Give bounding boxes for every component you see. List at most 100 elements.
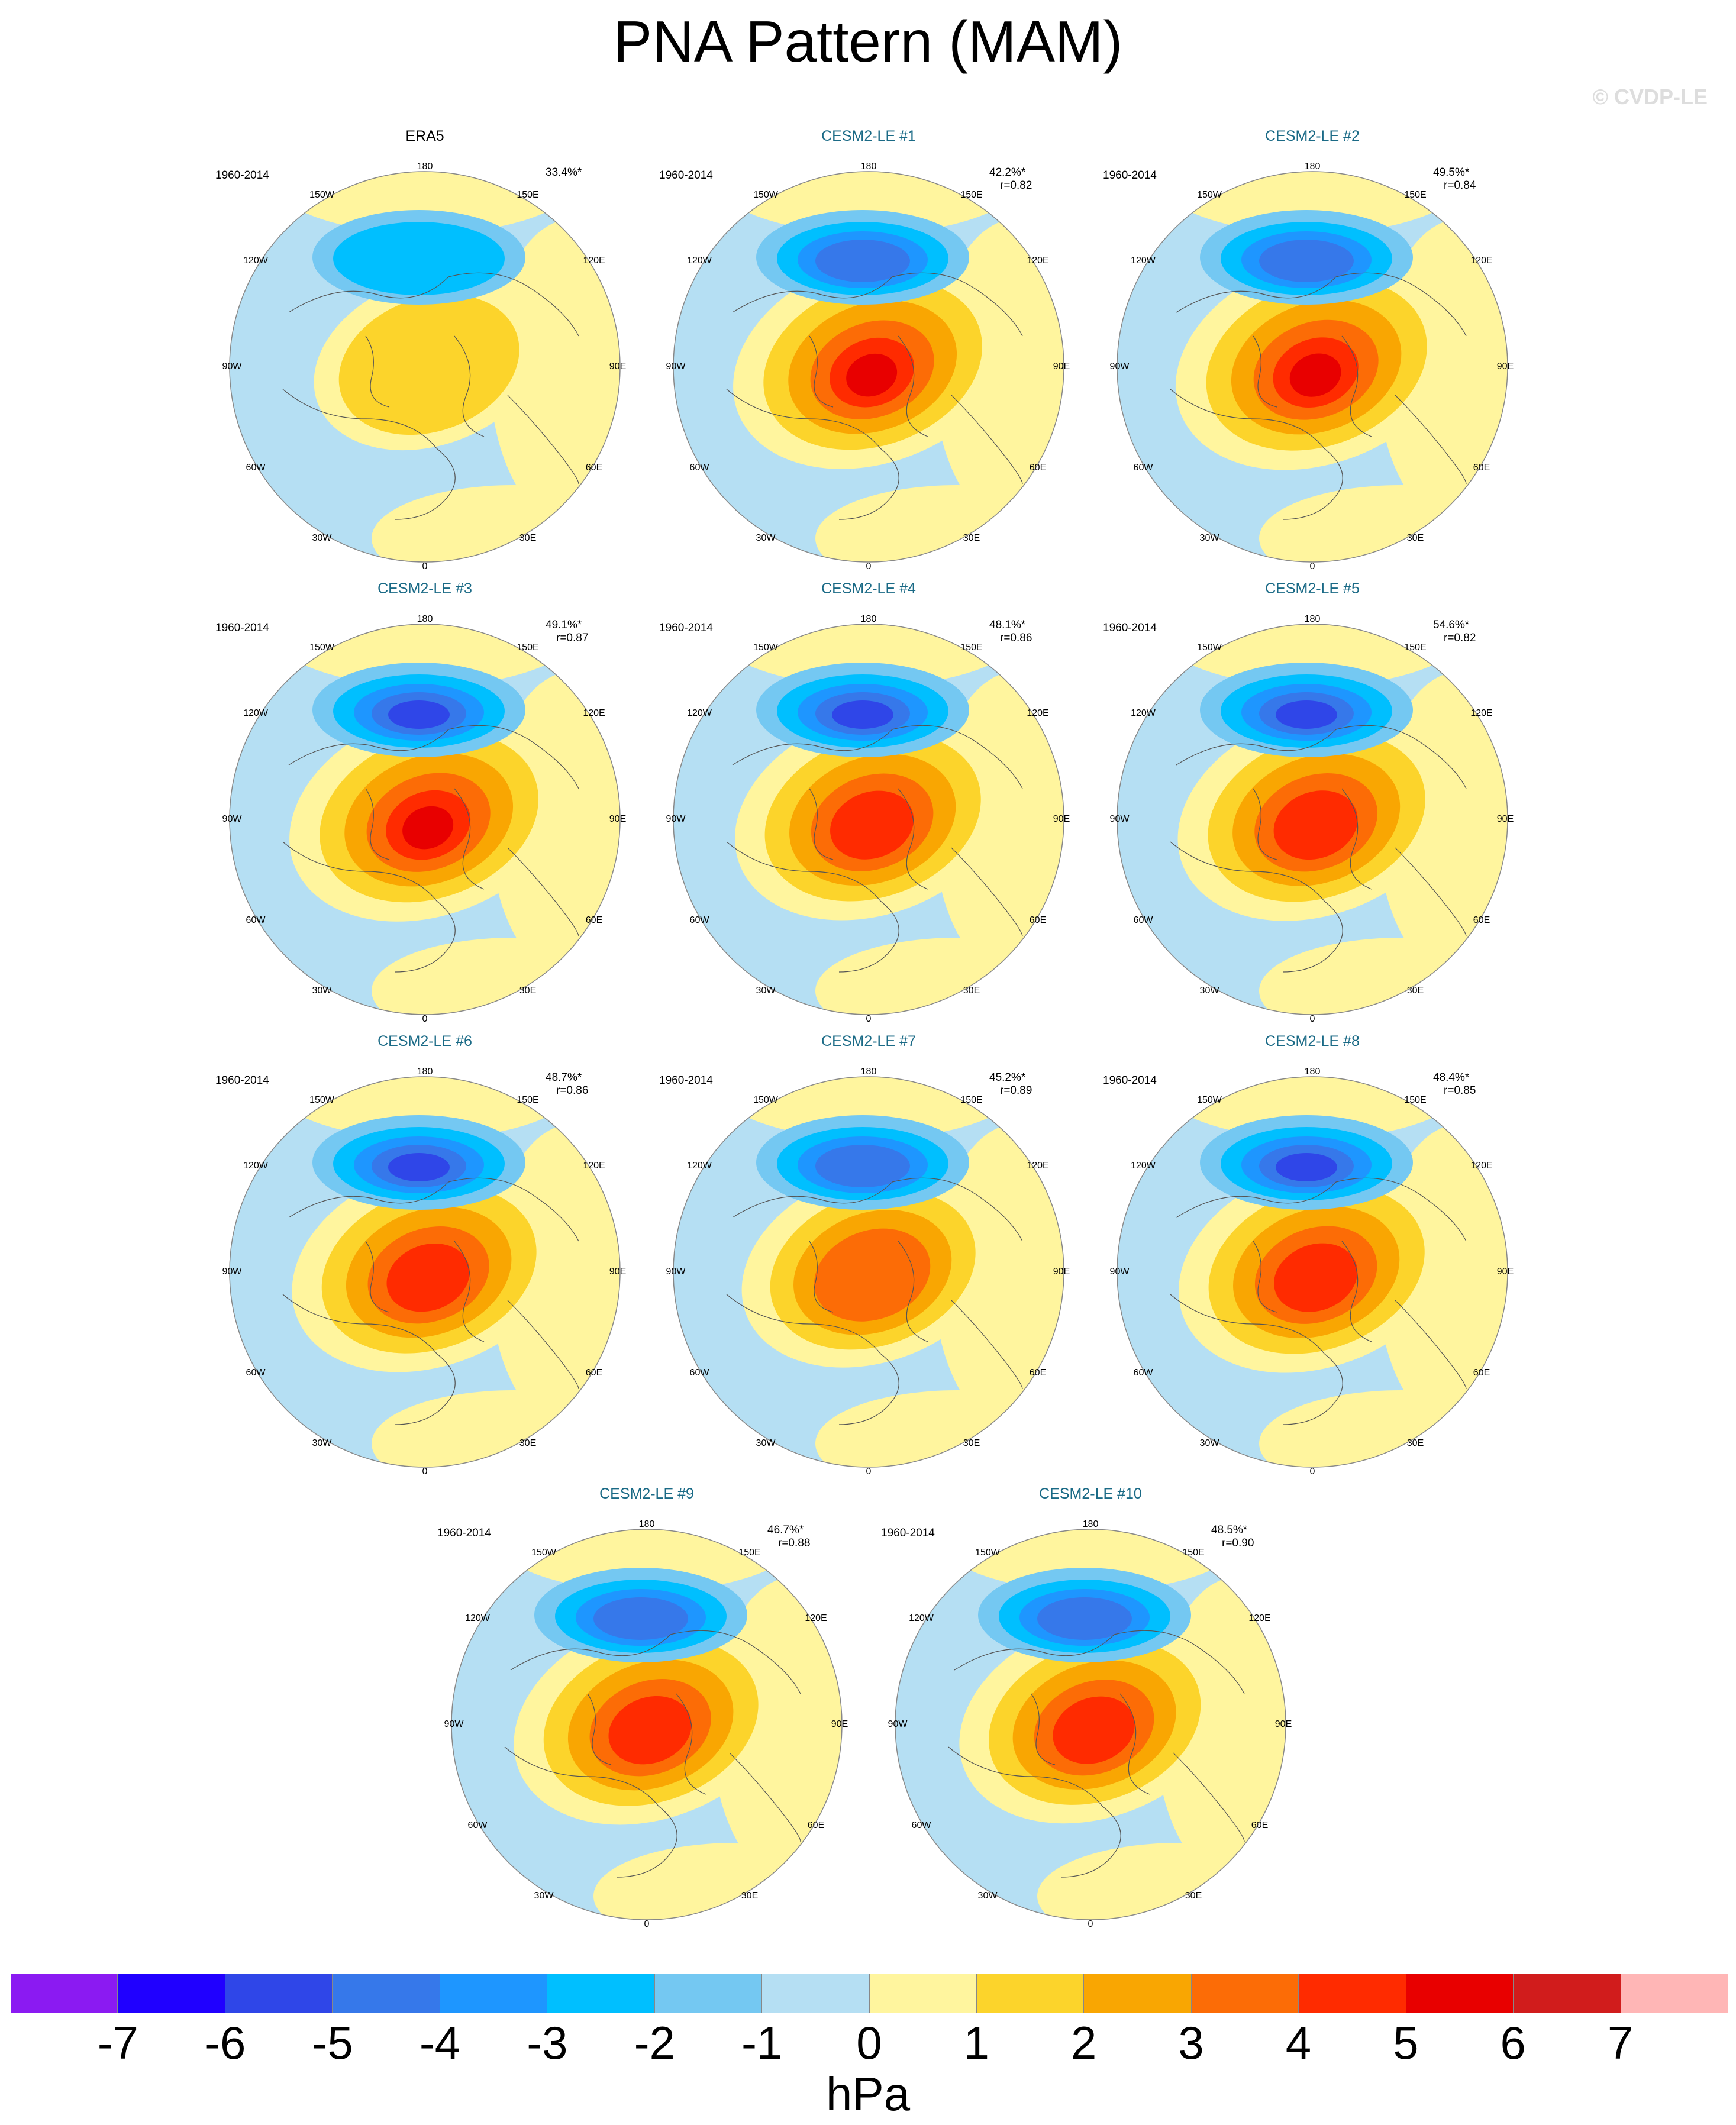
longitude-label: 60E <box>1251 1820 1269 1830</box>
pattern-correlation: r=0.85 <box>1444 1084 1476 1097</box>
contour-field <box>230 1077 620 1467</box>
longitude-label: 30W <box>312 986 332 996</box>
colorbar-tick-label: 6 <box>1500 2017 1526 2069</box>
longitude-label: 90E <box>1053 1267 1070 1277</box>
coastlines <box>282 1177 579 1425</box>
map-panel: CESM2-LE #7 1960-2014 45.2%* r=0.89 180 150W 1… <box>644 1033 1093 1496</box>
map-panel: CESM2-LE #8 1960-2014 48.4%* r=0.85 180 150W 1… <box>1088 1033 1537 1496</box>
longitude-label: 30W <box>756 986 776 996</box>
map-boundary <box>673 624 1064 1015</box>
map-panel: CESM2-LE #2 1960-2014 49.5%* r=0.84 180 150W 1… <box>1088 128 1537 590</box>
colorbar-tick-label: 0 <box>856 2017 882 2069</box>
longitude-label: 90W <box>666 814 686 824</box>
longitude-label: 30E <box>963 1438 980 1448</box>
longitude-label: 180 <box>1304 1067 1321 1077</box>
colorbar-box <box>440 1974 548 2013</box>
longitude-label: 90E <box>609 361 627 372</box>
colorbar-tick-label: -2 <box>634 2017 675 2069</box>
contour-field <box>230 172 620 562</box>
coastlines <box>726 1177 1023 1425</box>
longitude-label: 150W <box>1197 190 1222 200</box>
longitude-label: 60E <box>1029 915 1047 925</box>
pattern-correlation: r=0.84 <box>1444 179 1476 192</box>
longitude-label: 120W <box>243 1161 268 1171</box>
map-panel: ERA5 1960-2014 33.4%* 180 150W 150E 120W 120E 90… <box>200 128 650 590</box>
coastlines <box>948 1630 1245 1878</box>
coastlines <box>1170 725 1467 973</box>
longitude-label: 60E <box>585 1368 603 1378</box>
period-label: 1960-2014 <box>1103 169 1157 182</box>
colorbar-box <box>1621 1974 1728 2013</box>
longitude-label: 90W <box>888 1719 908 1729</box>
panel-title: CESM2-LE #2 <box>1265 128 1360 144</box>
longitude-label: 120W <box>687 256 712 266</box>
variance-explained: 48.1%* <box>989 619 1026 631</box>
map-boundary <box>229 624 621 1015</box>
colorbar-tick-label: -4 <box>419 2017 461 2069</box>
longitude-label: 30W <box>756 1438 776 1448</box>
longitude-label: 120W <box>687 708 712 718</box>
longitude-label: 120W <box>243 708 268 718</box>
colorbar-tick-label: 1 <box>963 2017 990 2069</box>
longitude-label: 120W <box>465 1613 490 1623</box>
map-panel: CESM2-LE #3 1960-2014 49.1%* r=0.87 180 150W 1… <box>200 580 650 1043</box>
longitude-label: 30E <box>963 986 980 996</box>
longitude-label: 90E <box>1053 814 1070 824</box>
period-label: 1960-2014 <box>437 1527 491 1539</box>
longitude-label: 150W <box>975 1548 1000 1558</box>
variance-explained: 42.2%* <box>989 166 1026 179</box>
longitude-label: 120E <box>1248 1613 1271 1623</box>
longitude-label: 60W <box>246 915 266 925</box>
longitude-label: 180 <box>860 162 877 172</box>
longitude-label: 150E <box>1182 1548 1205 1558</box>
longitude-label: 120E <box>1027 256 1049 266</box>
variance-explained: 46.7%* <box>767 1524 804 1536</box>
longitude-label: 120E <box>583 256 605 266</box>
panel-title: CESM2-LE #8 <box>1265 1033 1360 1049</box>
panel-title: CESM2-LE #3 <box>377 580 472 597</box>
longitude-label: 90E <box>609 814 627 824</box>
longitude-label: 120E <box>1027 708 1049 718</box>
longitude-label: 0 <box>866 1467 872 1477</box>
colorbar-box <box>869 1974 977 2013</box>
panel-title: CESM2-LE #7 <box>821 1033 916 1049</box>
longitude-label: 60E <box>807 1820 825 1830</box>
longitude-label: 180 <box>417 162 433 172</box>
period-label: 1960-2014 <box>215 1074 269 1087</box>
polar-map <box>673 1076 1064 1468</box>
colorbar-tick-label: 5 <box>1393 2017 1419 2069</box>
panel-title: CESM2-LE #5 <box>1265 580 1360 597</box>
contour-field <box>673 1077 1064 1467</box>
longitude-label: 0 <box>422 561 428 571</box>
colorbar-tick-label: -3 <box>527 2017 568 2069</box>
longitude-label: 0 <box>644 1919 650 1929</box>
coastlines <box>282 272 579 520</box>
longitude-label: 120E <box>583 708 605 718</box>
pattern-correlation: r=0.82 <box>1444 632 1476 644</box>
map-boundary <box>673 171 1064 563</box>
longitude-label: 90W <box>222 361 242 372</box>
polar-map <box>229 1076 621 1468</box>
longitude-label: 90W <box>222 1267 242 1277</box>
period-label: 1960-2014 <box>659 1074 713 1087</box>
period-label: 1960-2014 <box>215 622 269 634</box>
panel-title: CESM2-LE #9 <box>599 1485 694 1502</box>
longitude-label: 150W <box>1197 1095 1222 1105</box>
longitude-label: 90W <box>1109 361 1130 372</box>
variance-explained: 45.2%* <box>989 1071 1026 1084</box>
longitude-label: 0 <box>1309 1467 1315 1477</box>
colorbar-tick-label: 7 <box>1607 2017 1634 2069</box>
longitude-label: 180 <box>1304 162 1321 172</box>
longitude-label: 90W <box>1109 1267 1130 1277</box>
contour-field <box>673 172 1064 562</box>
longitude-label: 0 <box>866 1014 872 1024</box>
longitude-label: 90E <box>831 1719 848 1729</box>
longitude-label: 30W <box>977 1891 998 1901</box>
variance-explained: 33.4%* <box>546 166 582 179</box>
longitude-label: 30W <box>756 533 776 543</box>
period-label: 1960-2014 <box>881 1527 935 1539</box>
longitude-label: 30E <box>1406 1438 1424 1448</box>
longitude-label: 0 <box>422 1014 428 1024</box>
longitude-label: 150E <box>517 642 539 653</box>
variance-explained: 54.6%* <box>1433 619 1470 631</box>
